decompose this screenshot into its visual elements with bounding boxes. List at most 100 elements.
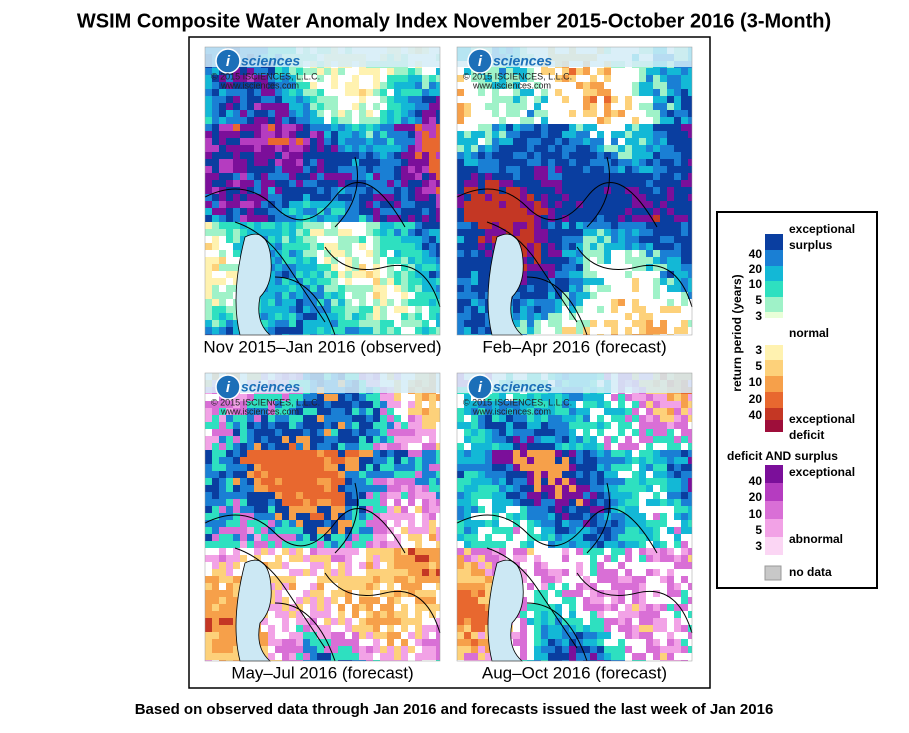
map-cell — [247, 541, 254, 548]
map-cell — [310, 194, 317, 201]
map-cell — [513, 401, 520, 408]
map-cell — [478, 478, 485, 485]
map-cell — [548, 408, 555, 415]
map-cell — [625, 208, 632, 215]
map-cell — [562, 408, 569, 415]
map-cell — [653, 180, 660, 187]
map-cell — [436, 513, 440, 520]
map-cell — [226, 257, 233, 264]
map-cell — [688, 138, 692, 145]
map-cell — [674, 306, 681, 313]
url: www.isciences.com — [472, 80, 551, 90]
map-cell — [352, 583, 359, 590]
map-cell — [492, 89, 499, 96]
map-cell — [296, 485, 303, 492]
map-cell — [296, 646, 303, 653]
map-cell — [422, 485, 429, 492]
map-cell — [338, 292, 345, 299]
map-cell — [541, 429, 548, 436]
map-cell — [541, 278, 548, 285]
map-cell — [681, 117, 688, 124]
map-cell — [359, 415, 366, 422]
map-cell — [632, 401, 639, 408]
map-cell — [485, 96, 492, 103]
map-cell — [604, 229, 611, 236]
map-cell — [345, 576, 352, 583]
map-cell — [429, 166, 436, 173]
map-cell — [597, 131, 604, 138]
map-cell — [401, 103, 408, 110]
map-cell — [548, 68, 555, 75]
map-cell — [478, 313, 485, 320]
map-cell — [324, 653, 331, 660]
map-cell — [352, 653, 359, 660]
map-cell — [639, 110, 646, 117]
map-cell — [275, 201, 282, 208]
map-cell — [674, 75, 681, 82]
map-cell — [226, 639, 233, 646]
map-cell — [254, 450, 261, 457]
map-cell — [282, 250, 289, 257]
map-cell — [485, 145, 492, 152]
map-cell — [240, 229, 247, 236]
map-cell — [352, 138, 359, 145]
map-cell — [618, 450, 625, 457]
map-cell — [394, 96, 401, 103]
map-cell — [324, 180, 331, 187]
map-cell — [366, 485, 373, 492]
map-cell — [296, 250, 303, 257]
map-cell — [625, 264, 632, 271]
map-cell — [282, 320, 289, 327]
map-cell — [219, 299, 226, 306]
map-cell — [478, 443, 485, 450]
map-cell — [436, 159, 440, 166]
map-cell — [422, 534, 429, 541]
map-cell — [611, 194, 618, 201]
map-cell — [597, 215, 604, 222]
map-cell — [289, 117, 296, 124]
map-cell — [205, 422, 212, 429]
map-cell — [555, 334, 562, 335]
map-cell — [401, 75, 408, 82]
map-cell — [310, 320, 317, 327]
map-cell — [590, 464, 597, 471]
map-cell — [275, 422, 282, 429]
map-cell — [422, 450, 429, 457]
map-cell — [373, 457, 380, 464]
map-cell — [520, 229, 527, 236]
map-cell — [597, 264, 604, 271]
map-cell — [373, 250, 380, 257]
map-cell — [226, 485, 233, 492]
map-cell — [653, 243, 660, 250]
map-cell — [408, 583, 415, 590]
map-cell — [667, 313, 674, 320]
map-cell — [660, 138, 667, 145]
map-cell — [429, 394, 436, 401]
map-cell — [555, 320, 562, 327]
map-cell — [303, 394, 310, 401]
map-cell — [359, 257, 366, 264]
map-cell — [611, 292, 618, 299]
map-cell — [352, 548, 359, 555]
map-cell — [569, 180, 576, 187]
map-cell — [415, 131, 422, 138]
map-cell — [380, 299, 387, 306]
map-cell — [268, 597, 275, 604]
map-cell — [275, 236, 282, 243]
map-cell — [569, 159, 576, 166]
map-cell — [352, 68, 359, 75]
map-cell — [555, 499, 562, 506]
map-cell — [359, 117, 366, 124]
map-cell — [632, 506, 639, 513]
map-cell — [247, 429, 254, 436]
map-cell — [275, 534, 282, 541]
map-cell — [667, 243, 674, 250]
map-cell — [317, 429, 324, 436]
map-cell — [338, 257, 345, 264]
map-cell — [408, 236, 415, 243]
map-cell — [373, 660, 380, 661]
map-cell — [485, 257, 492, 264]
map-cell — [212, 201, 219, 208]
map-cell — [212, 513, 219, 520]
map-cell — [352, 597, 359, 604]
